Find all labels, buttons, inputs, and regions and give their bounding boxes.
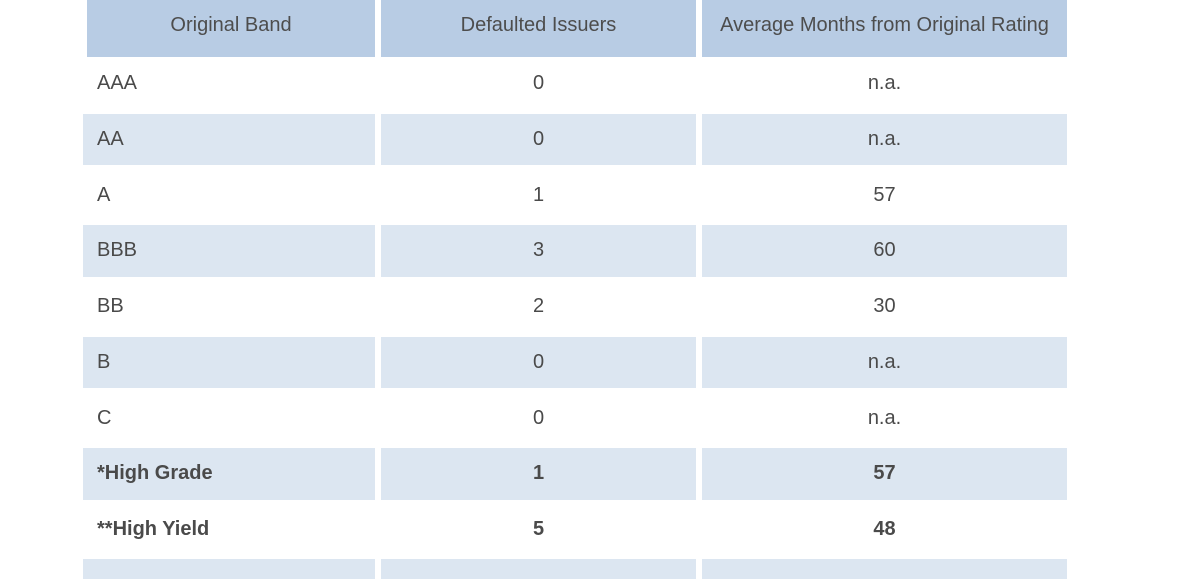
table-cell: 3 — [381, 225, 696, 277]
table-cell: n.a. — [867, 72, 902, 95]
table-cell: 0 — [532, 72, 545, 95]
table-cell: **High Yield — [97, 517, 210, 540]
table-cell: n.a. — [702, 113, 1067, 166]
table-cell: B — [83, 336, 375, 389]
table-cell: 60 — [702, 225, 1067, 277]
header-cell: Average Months from Original Rating — [702, 0, 1067, 57]
header-cell: Defaulted Issuers — [381, 0, 696, 57]
table-cell: 57 — [873, 183, 896, 206]
table-cell: 2 — [532, 295, 545, 318]
table-cell: 1 — [381, 447, 696, 500]
table-cell: 57 — [702, 447, 1067, 500]
table-cell: BBB — [83, 225, 375, 277]
table-cell: A — [97, 183, 111, 206]
table-cell: n.a. — [867, 406, 902, 429]
table-cell: 1 — [532, 183, 545, 206]
row-stripe — [702, 559, 1067, 579]
table-cell: 0 — [381, 336, 696, 389]
table-cell: 5 — [532, 517, 545, 540]
table-cell: *High Grade — [83, 447, 375, 500]
page: Original Band Defaulted Issuers Average Mo… — [83, 0, 1067, 579]
table-cell: n.a. — [702, 336, 1067, 389]
table-cell: 0 — [532, 406, 545, 429]
table-cell: 30 — [873, 295, 896, 318]
row-stripe — [381, 559, 696, 579]
table-cell: 48 — [873, 517, 896, 540]
table-cell: 0 — [381, 113, 696, 166]
row-stripe — [83, 559, 375, 579]
table-cell: AA — [83, 113, 375, 166]
header-cell: Original Band — [87, 0, 375, 57]
table-cell: BB — [97, 295, 124, 318]
table-cell: C — [97, 406, 112, 429]
table-cell: AAA — [97, 72, 138, 95]
